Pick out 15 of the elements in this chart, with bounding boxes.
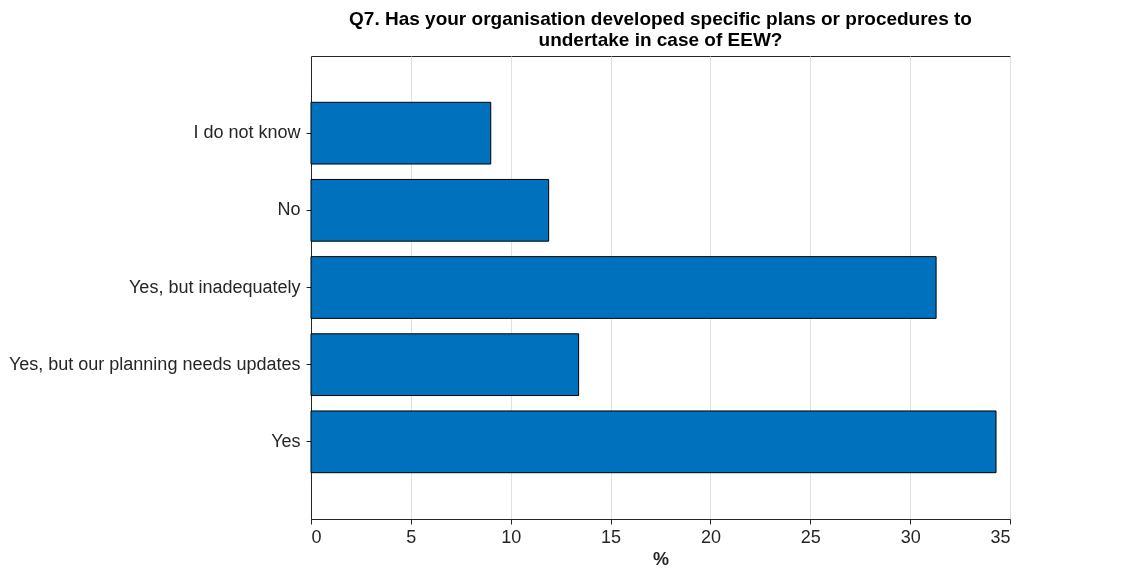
x-tick-label: 35 bbox=[990, 526, 1011, 547]
x-tick-label: 10 bbox=[501, 526, 522, 547]
y-tick-label: Yes, but inadequately bbox=[129, 276, 301, 297]
x-tick-label: 0 bbox=[311, 526, 322, 547]
x-tick-label: 5 bbox=[406, 526, 417, 547]
x-tick-label: 30 bbox=[900, 526, 921, 547]
y-tick-label: Yes bbox=[271, 430, 301, 451]
y-tick-label: Yes, but our planning needs updates bbox=[8, 353, 301, 374]
x-tick-label: 25 bbox=[800, 526, 821, 547]
y-tick-label: I do not know bbox=[193, 122, 302, 143]
y-tick-label: No bbox=[277, 199, 301, 220]
x-tick-label: 20 bbox=[700, 526, 721, 547]
x-tick-label: 15 bbox=[601, 526, 622, 547]
chart-title: Q7. Has your organisation developed specific plans or procedures to undertake in case of EEW? bbox=[349, 8, 972, 50]
x-axis-title: % bbox=[652, 548, 670, 569]
